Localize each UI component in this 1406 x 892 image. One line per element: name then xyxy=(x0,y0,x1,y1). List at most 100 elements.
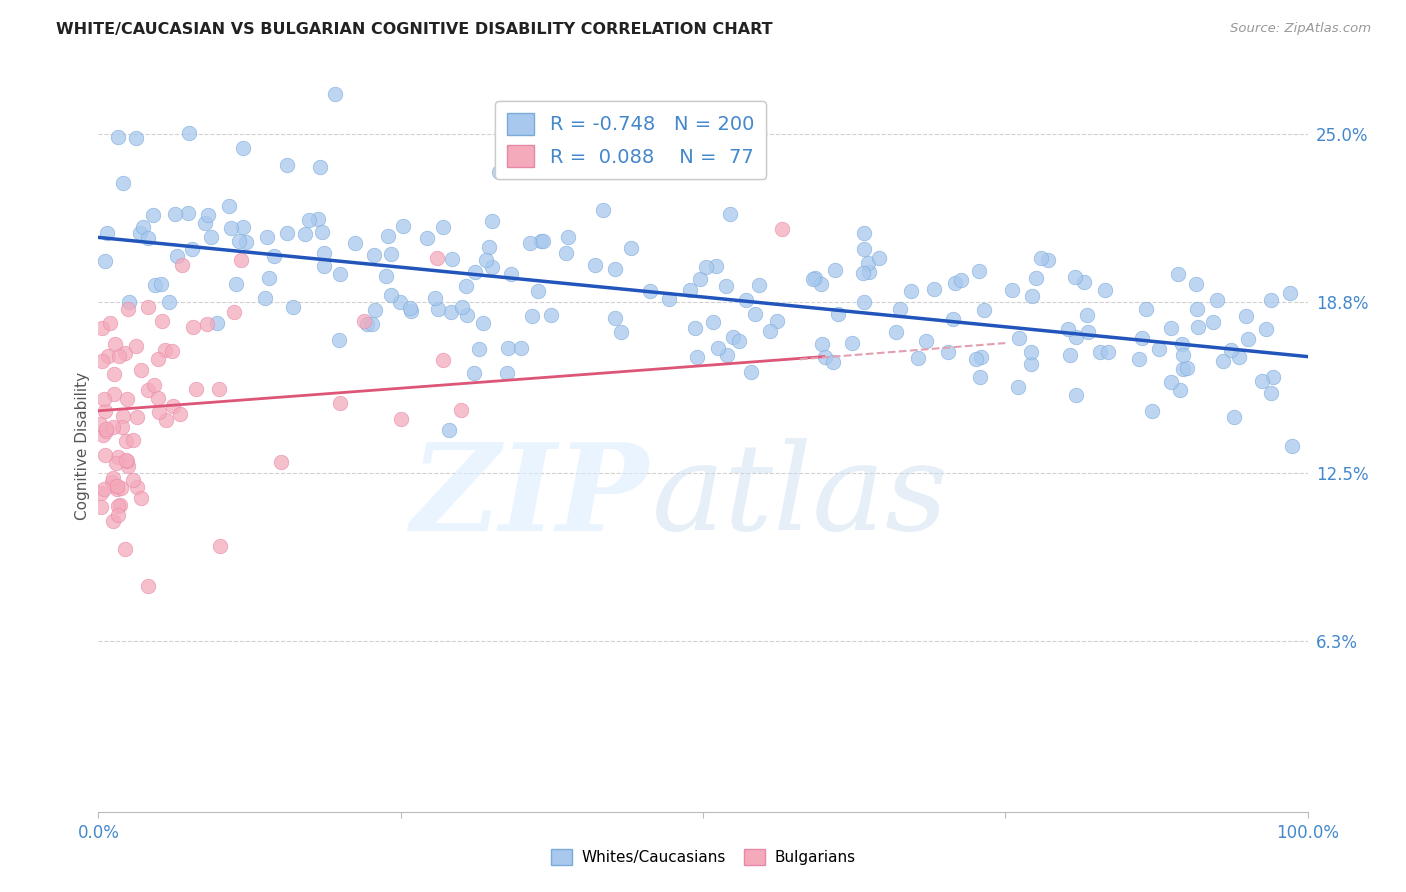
Point xyxy=(478,240,501,254)
Point xyxy=(467,342,489,356)
Point xyxy=(112,409,135,424)
Point xyxy=(1281,439,1303,453)
Point xyxy=(143,378,166,392)
Point xyxy=(531,234,554,248)
Point xyxy=(1237,332,1260,346)
Point xyxy=(475,252,498,267)
Point xyxy=(1263,370,1285,384)
Point xyxy=(294,227,316,242)
Point xyxy=(1090,344,1112,359)
Point xyxy=(814,350,837,364)
Point xyxy=(706,341,728,355)
Point xyxy=(686,350,709,364)
Point xyxy=(471,316,494,330)
Point xyxy=(104,337,127,351)
Point xyxy=(353,314,375,328)
Point xyxy=(104,479,127,493)
Point xyxy=(148,351,170,366)
Point xyxy=(1001,283,1024,297)
Point xyxy=(886,325,908,339)
Point xyxy=(853,242,876,256)
Point xyxy=(114,345,136,359)
Point xyxy=(464,265,486,279)
Point xyxy=(1097,345,1119,359)
Point xyxy=(1160,321,1182,335)
Point xyxy=(105,456,128,470)
Point xyxy=(889,301,911,316)
Point xyxy=(90,485,112,500)
Point xyxy=(969,369,991,384)
Point xyxy=(1073,275,1095,289)
Point xyxy=(169,407,191,421)
Point xyxy=(172,258,194,272)
Point xyxy=(125,130,148,145)
Point xyxy=(1064,387,1087,401)
Point xyxy=(388,294,411,309)
Point xyxy=(488,165,510,179)
Point xyxy=(94,254,117,268)
Point xyxy=(125,480,148,494)
Point xyxy=(149,277,172,291)
Point xyxy=(115,392,138,406)
Point xyxy=(841,336,863,351)
Point xyxy=(689,272,711,286)
Point xyxy=(329,396,352,410)
Point xyxy=(922,282,945,296)
Point xyxy=(105,479,128,493)
Point xyxy=(858,265,880,279)
Point xyxy=(1227,350,1250,364)
Point xyxy=(94,449,117,463)
Point xyxy=(177,127,200,141)
Point xyxy=(389,412,412,426)
Point xyxy=(181,320,204,334)
Point xyxy=(1019,345,1042,359)
Point xyxy=(209,539,232,553)
Point xyxy=(824,263,846,277)
Point xyxy=(868,251,890,265)
Point xyxy=(1128,351,1150,366)
Point xyxy=(1008,331,1031,345)
Point xyxy=(592,202,614,217)
Point xyxy=(801,272,824,286)
Point xyxy=(125,409,148,424)
Point xyxy=(101,470,124,484)
Point xyxy=(103,367,125,381)
Point xyxy=(1031,252,1053,266)
Point xyxy=(97,349,120,363)
Point xyxy=(90,354,112,368)
Point xyxy=(136,300,159,314)
Point xyxy=(1185,302,1208,317)
Point xyxy=(117,459,139,474)
Point xyxy=(540,308,562,322)
Point xyxy=(1135,301,1157,316)
Point xyxy=(150,314,173,328)
Point xyxy=(1167,267,1189,281)
Point xyxy=(1059,348,1081,362)
Point xyxy=(810,277,832,291)
Point xyxy=(118,294,141,309)
Point xyxy=(714,278,737,293)
Point xyxy=(153,343,176,358)
Point xyxy=(1251,374,1274,388)
Point xyxy=(803,270,825,285)
Point xyxy=(1173,362,1195,376)
Point xyxy=(1171,336,1194,351)
Point xyxy=(827,307,849,321)
Point xyxy=(1260,293,1282,308)
Point xyxy=(451,300,474,314)
Point xyxy=(312,246,335,260)
Point xyxy=(1057,322,1080,336)
Point xyxy=(96,424,118,438)
Text: atlas: atlas xyxy=(652,439,949,556)
Point xyxy=(136,230,159,244)
Point xyxy=(298,212,321,227)
Point xyxy=(1254,322,1277,336)
Point xyxy=(276,158,298,172)
Point xyxy=(107,508,129,523)
Point xyxy=(186,382,208,396)
Point xyxy=(704,259,727,273)
Point xyxy=(740,365,762,379)
Point xyxy=(91,428,114,442)
Point xyxy=(94,421,117,435)
Point xyxy=(1260,386,1282,401)
